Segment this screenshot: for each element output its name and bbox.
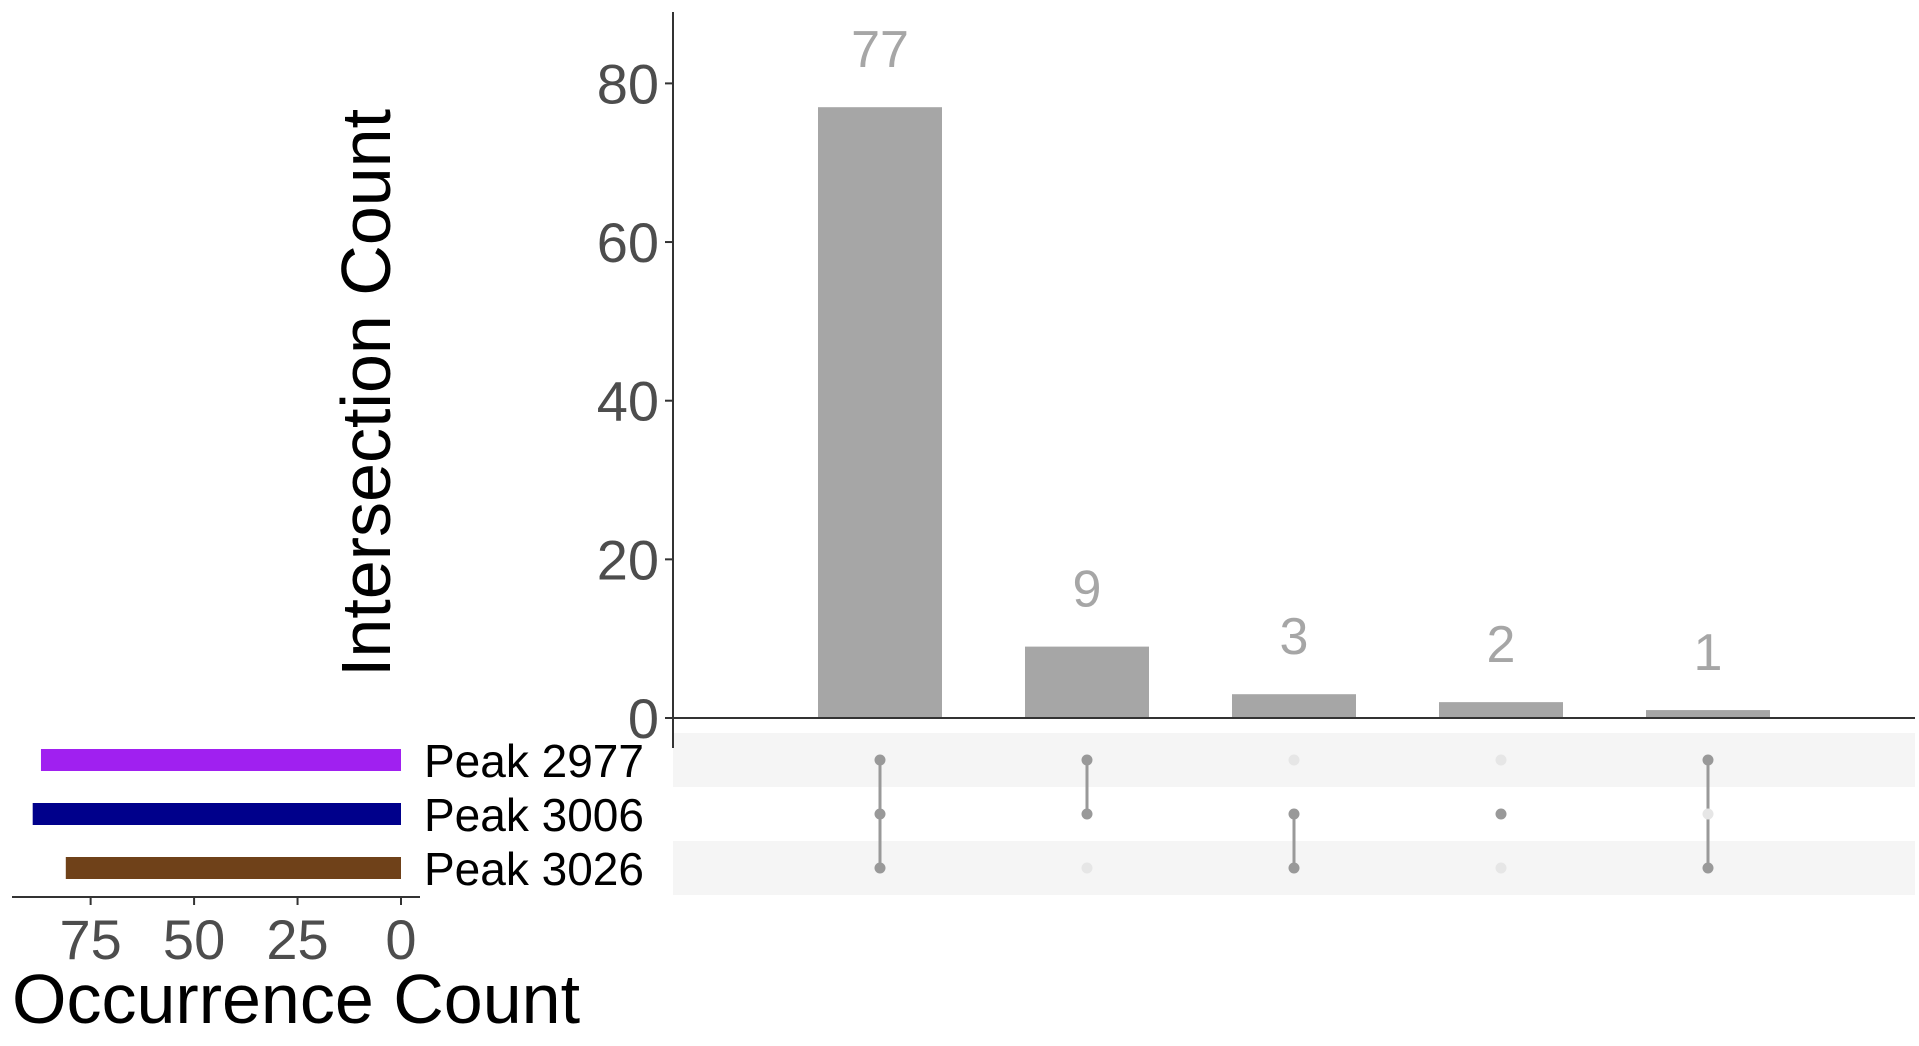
intersection-y-axis: 0 20 40 60 80 [597,12,1915,750]
set-label-3: Peak 3026 [424,843,644,895]
intersection-bar-label-5: 1 [1694,624,1723,682]
intersection-bar-3 [1232,694,1356,718]
set-bar-3 [65,857,401,879]
occurrence-x-axis: 75 50 25 0 [12,896,420,971]
y-tick-label-0: 0 [628,687,659,750]
intersection-bar-label-4: 2 [1487,616,1516,674]
y-tick-label-80: 80 [597,52,659,115]
occurrence-tick-label-0: 0 [385,908,416,971]
y-tick-label-20: 20 [597,528,659,591]
occurrence-axis-title: Occurrence Count [12,960,580,1038]
matrix-dot-5-2 [1702,808,1714,820]
intersection-bar-5 [1646,710,1770,718]
matrix-dot-2-1 [1081,754,1093,766]
matrix-dot-4-3 [1495,862,1507,874]
occurrence-tick-label-25: 25 [266,908,328,971]
set-size-bars [32,749,402,879]
set-bar-1 [40,749,402,771]
matrix-dot-5-1 [1702,754,1714,766]
matrix-dot-5-3 [1702,862,1714,874]
matrix-dot-2-2 [1081,808,1093,820]
intersection-bar-label-2: 9 [1073,561,1102,619]
set-label-2: Peak 3006 [424,789,644,841]
occurrence-tick-label-75: 75 [59,908,121,971]
matrix-dot-3-2 [1288,808,1300,820]
set-bar-2 [32,803,401,825]
intersection-bar-2 [1025,646,1149,718]
matrix-dot-4-1 [1495,754,1507,766]
matrix-dot-1-2 [874,808,886,820]
intersection-matrix [874,754,1714,874]
matrix-dot-3-3 [1288,862,1300,874]
matrix-dot-1-3 [874,862,886,874]
intersection-bar-labels: 77 9 3 2 1 [851,21,1722,682]
intersection-bar-4 [1439,702,1563,718]
y-tick-label-40: 40 [597,370,659,433]
matrix-dot-4-2 [1495,808,1507,820]
intersection-axis-title: Intersection Count [327,109,405,677]
matrix-dot-1-1 [874,754,886,766]
y-tick-label-60: 60 [597,211,659,274]
intersection-bars [818,107,1770,718]
intersection-bar-label-1: 77 [851,21,909,79]
intersection-bar-1 [818,107,942,718]
matrix-dot-2-3 [1081,862,1093,874]
occurrence-tick-label-50: 50 [163,908,225,971]
set-label-1: Peak 2977 [424,735,644,787]
intersection-bar-label-3: 3 [1280,608,1309,666]
matrix-dot-3-1 [1288,754,1300,766]
